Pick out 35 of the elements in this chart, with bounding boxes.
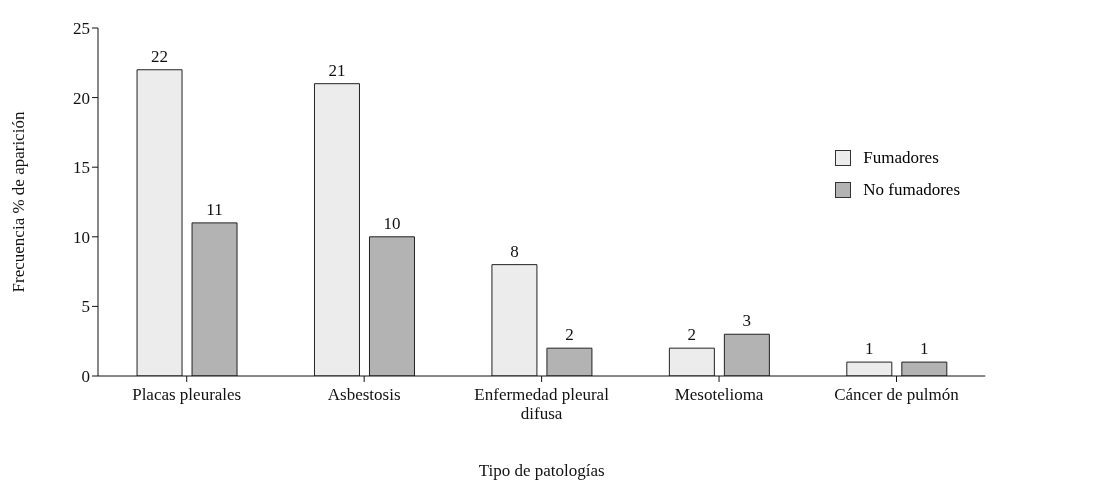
data-label: 21 [328,60,346,80]
data-label: 1 [865,339,874,359]
x-tick-label: Cáncer de pulmón [834,385,960,404]
data-label: 22 [151,46,169,66]
bar [191,222,238,376]
bar [901,361,948,376]
x-tick-label: Asbestosis [327,385,401,404]
legend-label: Fumadores [863,148,939,168]
y-axis-title: Frecuencia % de aparición [9,111,29,293]
data-label: 2 [565,325,574,345]
y-tick-label: 25 [73,19,90,39]
data-label: 8 [510,241,519,261]
y-tick-label: 5 [81,297,90,317]
x-tick-label: Enfermedad pleural difusa [474,385,610,423]
y-tick-label: 0 [81,367,90,387]
bar [668,347,715,376]
bar [368,236,415,376]
y-tick-label: 20 [73,88,90,108]
bar [136,69,183,376]
y-tick-label: 15 [73,158,90,178]
x-axis-title: Tipo de patologías [478,461,605,480]
data-label: 1 [920,339,929,359]
y-tick-label: 10 [73,227,90,247]
bar [546,347,593,376]
legend-label: No fumadores [863,180,960,200]
bar [723,333,770,376]
data-label: 3 [742,311,752,331]
data-label: 11 [206,199,223,219]
bar [846,361,893,376]
bar [313,83,360,376]
bar [491,264,538,376]
data-label: 2 [687,325,697,345]
x-tick-label: Placas pleurales [132,385,242,404]
data-label: 10 [383,213,401,233]
x-tick-label: Mesotelioma [674,385,764,404]
